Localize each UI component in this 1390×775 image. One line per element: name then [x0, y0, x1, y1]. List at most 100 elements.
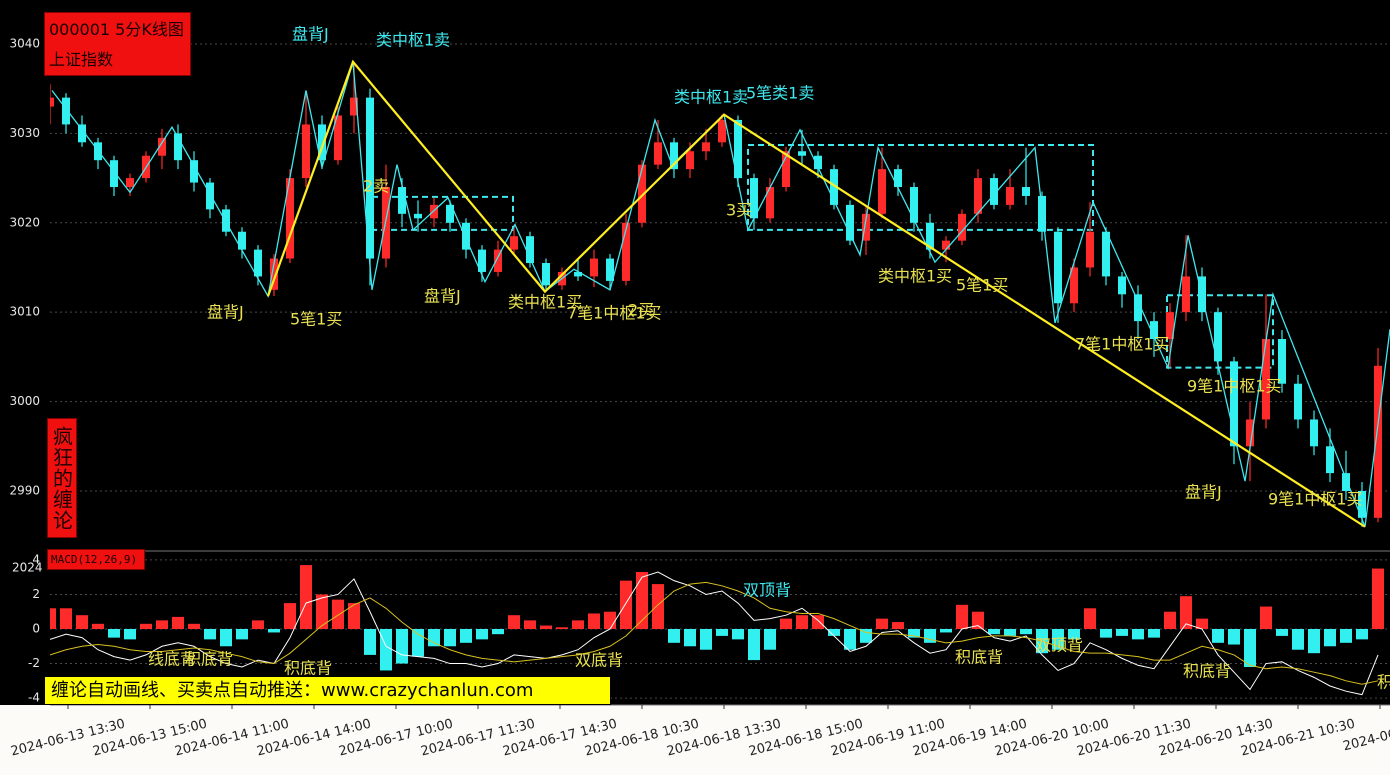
macd-bar	[892, 622, 904, 629]
candle-body	[590, 258, 598, 277]
candle-body	[238, 231, 246, 250]
signal-label: 5笔类1卖	[746, 84, 814, 103]
macd-bar	[380, 629, 392, 671]
candle-body	[574, 271, 582, 277]
candle-body	[1262, 339, 1270, 420]
macd-bar	[572, 620, 584, 629]
y-tick-label: 0	[32, 622, 40, 636]
side-label: 疯狂的缠论	[47, 418, 77, 538]
macd-bar	[524, 620, 536, 629]
signal-label: 积	[1377, 673, 1390, 692]
candle-body	[50, 97, 54, 107]
bi-line	[51, 61, 1390, 527]
candle-body	[1310, 419, 1318, 447]
macd-bar	[588, 613, 600, 629]
candle-body	[686, 151, 694, 170]
macd-bar	[76, 615, 88, 629]
signal-label: 盘背J	[424, 287, 461, 306]
macd-bar	[348, 603, 360, 629]
candle-body	[1006, 187, 1014, 205]
candle-body	[1182, 276, 1190, 313]
candle-body	[814, 155, 822, 170]
index-name: 上证指数	[49, 50, 114, 69]
candle-body	[782, 151, 790, 188]
macd-bar	[332, 599, 344, 629]
macd-bar	[1196, 618, 1208, 629]
macd-title: MACD(12,26,9)	[47, 549, 145, 570]
signal-label: 类中枢1买	[878, 267, 952, 286]
macd-bar	[1180, 596, 1192, 629]
macd-bar	[124, 629, 136, 640]
candle-body	[1358, 490, 1366, 518]
macd-bar	[492, 629, 504, 635]
macd-bar	[620, 580, 632, 629]
candle-body	[1166, 312, 1174, 340]
macd-bar	[460, 629, 472, 643]
candle-body	[446, 204, 454, 223]
candle-body	[430, 204, 438, 219]
signal-label: 双底背	[575, 651, 623, 670]
candle-body	[302, 124, 310, 179]
macd-panel	[50, 559, 1390, 699]
candle-body	[510, 236, 518, 250]
signal-label: 5笔1买	[290, 310, 342, 329]
macd-bar	[1148, 629, 1160, 638]
macd-bar	[1020, 629, 1032, 635]
macd-bar	[396, 629, 408, 664]
macd-bar	[140, 623, 152, 629]
candle-body	[798, 151, 806, 156]
macd-bar	[604, 611, 616, 629]
macd-bar	[1004, 629, 1016, 636]
candle-body	[1086, 231, 1094, 268]
candle-body	[862, 213, 870, 241]
signal-label: 9笔1中枢1买	[1187, 377, 1282, 396]
candle-body	[622, 222, 630, 281]
candle-body	[606, 258, 614, 281]
macd-bar	[668, 629, 680, 643]
macd-bar	[716, 629, 728, 636]
macd-bar	[172, 616, 184, 629]
macd-bar	[300, 565, 312, 629]
title-box: 000001 5分K线图 上证指数	[44, 12, 191, 76]
macd-bar	[796, 615, 808, 629]
macd-bar	[508, 615, 520, 629]
signal-label: 积底背	[1183, 662, 1231, 681]
macd-bar	[556, 627, 568, 629]
candle-body	[494, 249, 502, 272]
macd-bar	[1212, 629, 1224, 643]
signal-label: 盘背J	[1185, 483, 1222, 502]
macd-bar	[1068, 629, 1080, 640]
candle-body	[1246, 419, 1254, 447]
macd-bar	[1052, 629, 1064, 650]
macd-bar	[1132, 629, 1144, 640]
candle-body	[126, 178, 134, 188]
signal-label: 2买	[628, 301, 654, 320]
axis-note: 2024	[12, 561, 43, 575]
candle-body	[702, 142, 710, 152]
signal-label: 类中枢1卖	[674, 88, 748, 107]
macd-bar	[252, 620, 264, 629]
macd-bar	[92, 623, 104, 629]
macd-bar	[444, 629, 456, 647]
background	[0, 0, 1390, 705]
candle-body	[846, 204, 854, 241]
candle-body	[990, 178, 998, 205]
macd-bar	[268, 629, 280, 633]
candle-body	[894, 169, 902, 188]
y-tick-label: 3020	[9, 215, 40, 229]
macd-bar	[1100, 629, 1112, 638]
candle-body	[1326, 446, 1334, 474]
macd-bar	[1292, 629, 1304, 650]
macd-bar	[1084, 608, 1096, 629]
macd-bar	[940, 629, 952, 633]
candle-body	[1054, 231, 1062, 304]
macd-bar	[924, 629, 936, 643]
candle-body	[670, 142, 678, 170]
signal-label: 双顶背	[1035, 636, 1083, 655]
macd-bar	[844, 629, 856, 650]
signal-label: 3买	[726, 201, 752, 220]
candle-body	[206, 182, 214, 210]
macd-bar	[780, 618, 792, 629]
macd-bar	[1324, 629, 1336, 647]
macd-bar	[1340, 629, 1352, 643]
